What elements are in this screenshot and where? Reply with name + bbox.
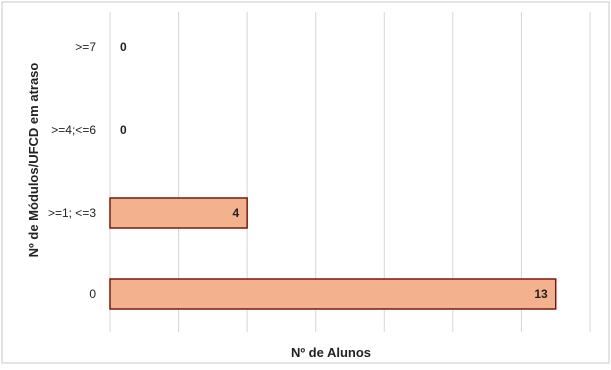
data-label: 4 bbox=[232, 206, 239, 220]
y-tick-label: 0 bbox=[89, 287, 96, 301]
data-label: 13 bbox=[534, 287, 548, 301]
data-label: 0 bbox=[120, 123, 127, 137]
x-axis-title: Nº de Alunos bbox=[291, 345, 371, 360]
bar bbox=[109, 278, 557, 310]
y-axis-title: Nº de Módulos/UFCD em atraso bbox=[26, 63, 41, 258]
y-tick-label: >=4;<=6 bbox=[51, 123, 96, 137]
y-tick-label: >=1; <=3 bbox=[48, 206, 96, 220]
labels: >=7 0 >=4;<=6 0 >=1; <=3 4 0 13 bbox=[48, 40, 548, 301]
bar bbox=[109, 197, 248, 229]
y-tick-label: >=7 bbox=[75, 40, 96, 54]
bars bbox=[109, 197, 557, 310]
data-label: 0 bbox=[120, 40, 127, 54]
